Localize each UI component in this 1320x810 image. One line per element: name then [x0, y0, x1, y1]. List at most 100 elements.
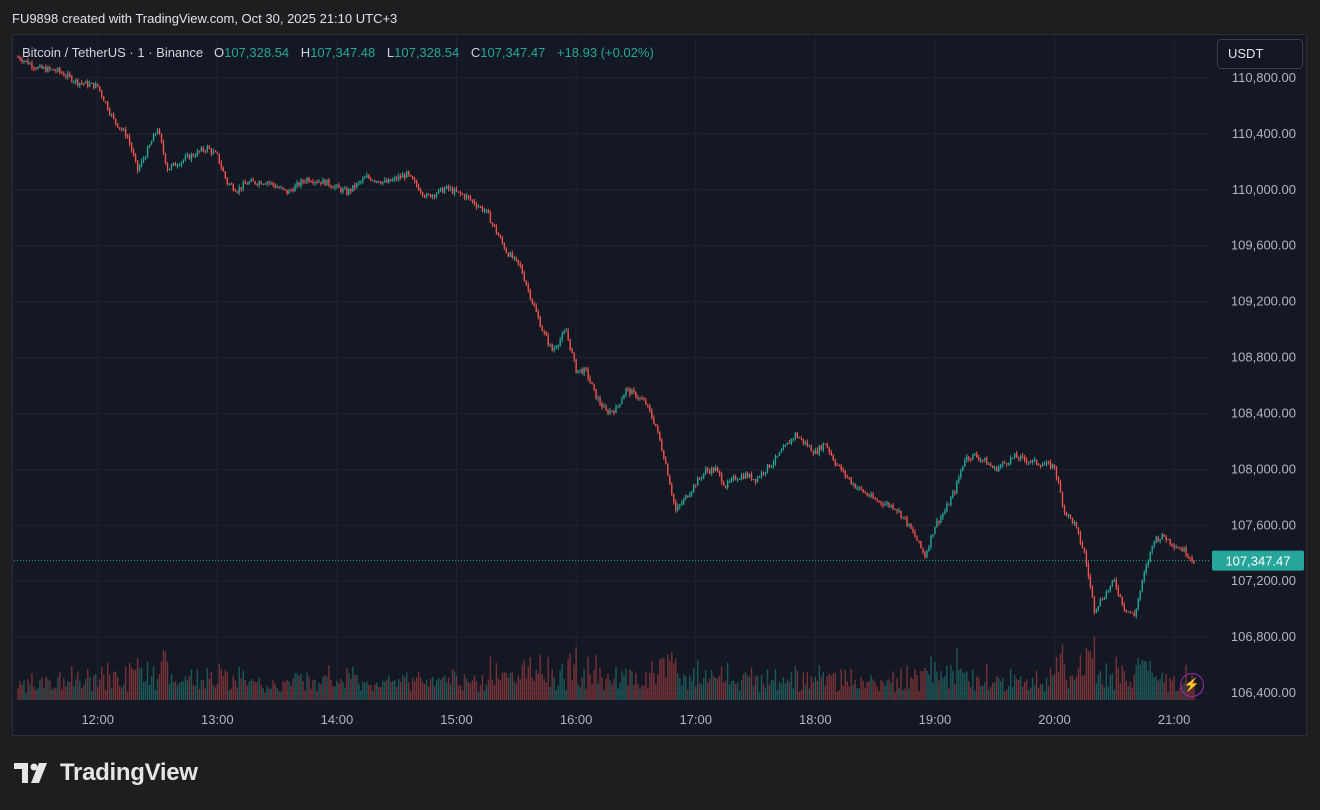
volume-bar [1143, 661, 1145, 700]
candle-body [1135, 609, 1137, 617]
volume-bar [523, 660, 525, 700]
volume-bar [160, 661, 163, 700]
volume-bar [567, 658, 569, 700]
volume-bar [718, 675, 721, 700]
candle-body [1043, 464, 1046, 466]
volume-bar [740, 679, 743, 700]
candle-body [370, 177, 372, 181]
candle-body [691, 491, 693, 495]
candle-body [712, 468, 715, 472]
volume-bar [647, 687, 649, 700]
volume-bar [1009, 668, 1012, 700]
candle-body [148, 145, 151, 148]
candle-body [320, 181, 322, 184]
candle-body [992, 466, 994, 468]
candle-body [525, 280, 527, 286]
volume-bar [31, 673, 33, 700]
candle-body [368, 175, 370, 178]
currency-button[interactable]: USDT [1217, 39, 1303, 69]
volume-bar [1133, 673, 1135, 700]
volume-bar [924, 667, 926, 700]
candle-body [695, 485, 697, 487]
candle-body [85, 81, 87, 84]
volume-bar [370, 684, 372, 700]
volume-bar [599, 667, 601, 700]
volume-bar [1041, 683, 1044, 700]
volume-bar [551, 669, 553, 700]
candle-body [170, 165, 173, 169]
x-tick-label: 16:00 [560, 712, 593, 727]
candle-body [1031, 460, 1034, 463]
candle-body [738, 479, 741, 481]
candle-body [1175, 547, 1177, 549]
chart-pane[interactable] [12, 34, 1307, 736]
volume-bar [19, 681, 21, 700]
candle-body [43, 67, 45, 69]
candle-body [1117, 587, 1120, 595]
candle-body [816, 450, 819, 454]
candle-body [162, 142, 165, 154]
candle-body [314, 181, 316, 183]
candle-body [256, 183, 258, 185]
candle-body [1157, 537, 1159, 542]
tradingview-logo-icon [14, 763, 47, 783]
candle-body [364, 177, 366, 179]
candle-body [348, 189, 350, 195]
candle-body [252, 179, 254, 182]
candle-body [752, 478, 755, 480]
candle-body [974, 453, 976, 455]
candle-body [216, 152, 219, 154]
volume-bar [922, 671, 924, 700]
volume-bar [366, 681, 368, 700]
candle-body [840, 465, 842, 471]
volume-bar [607, 673, 609, 700]
volume-bar [537, 673, 539, 700]
volume-bar [547, 656, 549, 700]
candle-body [481, 206, 484, 212]
candle-body [65, 75, 67, 77]
volume-bar [549, 687, 551, 700]
volume-bar [1147, 671, 1149, 700]
candle-body [403, 174, 406, 178]
candle-body [1049, 462, 1052, 469]
volume-bar [158, 674, 161, 700]
volume-bar [531, 677, 533, 700]
volume-bar [960, 668, 962, 700]
volume-bar [511, 672, 514, 700]
volume-bar [178, 682, 181, 700]
candle-body [655, 423, 657, 427]
symbol-label[interactable]: Bitcoin / TetherUS · 1 · Binance [22, 45, 204, 60]
candle-body [1089, 576, 1092, 587]
volume-bar [685, 676, 687, 700]
flash-icon[interactable]: ⚡ [1180, 673, 1204, 697]
candle-body [930, 535, 932, 547]
volume-bar [621, 671, 623, 700]
volume-bar [872, 679, 874, 700]
candle-body [138, 165, 141, 171]
volume-bar [862, 680, 864, 700]
candle-body [740, 475, 743, 480]
volume-bar [222, 675, 224, 700]
y-tick-label: 108,400.00 [1231, 405, 1296, 420]
candle-body [706, 469, 709, 471]
candle-body [463, 194, 466, 199]
volume-bar [992, 682, 994, 700]
candle-body [687, 495, 689, 498]
candle-body [1091, 586, 1094, 597]
candle-body [693, 485, 695, 492]
volume-bar [182, 681, 185, 700]
candle-body [1001, 462, 1004, 465]
volume-bar [471, 680, 474, 700]
volume-bar [1129, 682, 1131, 700]
candle-body [541, 326, 543, 332]
candle-body [134, 154, 137, 161]
candle-body [649, 405, 651, 411]
volume-bar [103, 674, 105, 700]
volume-bar [569, 653, 571, 700]
candle-body [63, 73, 65, 76]
volume-bar [824, 685, 826, 700]
candle-body [398, 176, 400, 180]
candle-body [924, 552, 926, 558]
volume-bar [704, 669, 707, 700]
